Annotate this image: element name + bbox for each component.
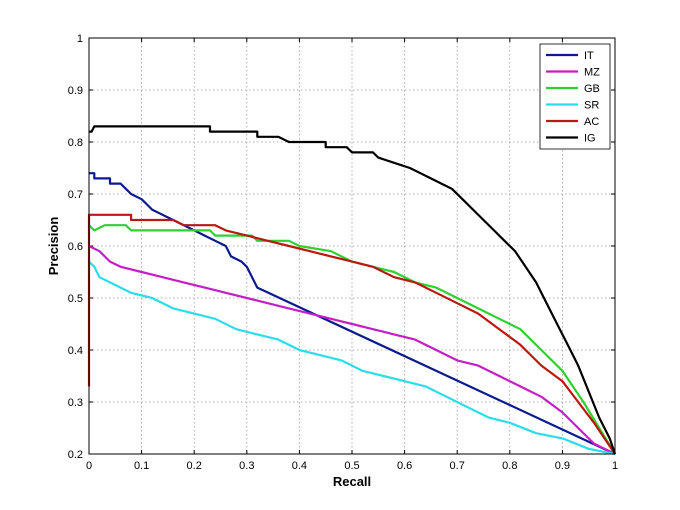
x-tick-label: 1 [612,460,618,472]
legend-label-it: IT [584,50,594,62]
legend-label-ac: AC [584,116,599,128]
x-tick-label: 0.6 [397,460,412,472]
series-line-mz [88,245,616,455]
y-tick-label: 0.4 [68,345,83,357]
legend-label-sr: SR [584,100,599,112]
y-axis-label: Precision [46,217,61,276]
legend-label-mz: MZ [584,67,600,79]
x-tick-label: 0.3 [239,460,254,472]
series-line-ig [89,125,617,455]
x-tick-label: 0.5 [344,460,359,472]
x-tick-label: 0.1 [134,460,149,472]
y-tick-label: 0.5 [68,293,83,305]
legend-label-gb: GB [584,83,600,95]
legend: IT MZ GB SR AC IG [539,43,611,150]
y-tick-label: 0.3 [68,397,83,409]
series-line-it [89,172,616,455]
x-tick-label: 0.2 [187,460,202,472]
x-tick-label: 0.8 [502,460,517,472]
series-lines [87,125,617,456]
y-tick-label: 0.6 [68,241,83,253]
y-axis-ticks: 0.2 0.3 0.4 0.5 0.6 0.7 0.8 0.9 1 [68,33,615,461]
x-axis-ticks: 0 0.1 0.2 0.3 0.4 0.5 0.6 0.7 0.8 0.9 1 [86,38,618,472]
y-tick-label: 0.8 [68,137,83,149]
y-tick-label: 1 [77,33,83,45]
legend-label-ig: IG [584,133,596,145]
series-line-ac [87,213,616,455]
x-tick-label: 0.7 [450,460,465,472]
y-tick-label: 0.9 [68,85,83,97]
y-tick-label: 0.7 [68,189,83,201]
x-tick-label: 0.4 [292,460,307,472]
series-line-sr [88,260,616,456]
legend-box [539,43,611,150]
x-tick-label: 0 [86,460,92,472]
y-tick-label: 0.2 [68,449,83,461]
plot-frame [88,37,616,455]
x-tick-label: 0.9 [555,460,570,472]
x-axis-label: Recall [333,474,371,489]
